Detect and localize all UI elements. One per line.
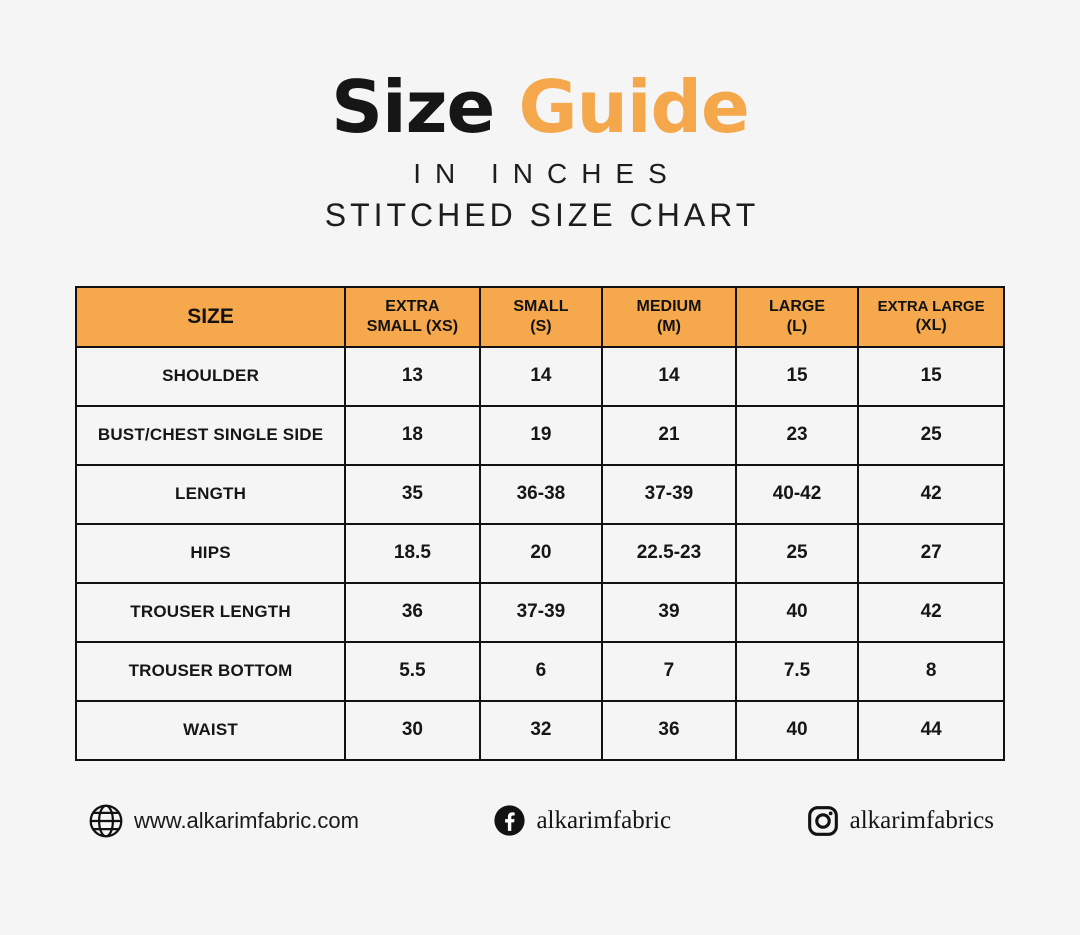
table-cell: 37-39	[601, 463, 737, 525]
table-cell: 22.5-23	[601, 522, 737, 584]
row-label: LENGTH	[74, 463, 347, 525]
instagram-icon	[806, 804, 840, 838]
table-cell: 42	[857, 463, 1005, 525]
footer-facebook: alkarimfabric	[493, 804, 671, 837]
row-label: BUST/CHEST SINGLE SIDE	[74, 404, 347, 466]
table-cell: 36	[344, 581, 481, 643]
table-cell: 42	[857, 581, 1005, 643]
row-label: WAIST	[74, 699, 347, 761]
table-cell: 15	[857, 345, 1005, 407]
table-cell: 13	[344, 345, 481, 407]
globe-icon	[88, 803, 124, 839]
table-row-trouser-bottom: TROUSER BOTTOM 5.5 6 7 7.5 8	[74, 640, 1005, 702]
table-row-shoulder: SHOULDER 13 14 14 15 15	[74, 345, 1005, 407]
table-cell: 6	[478, 640, 604, 702]
table-cell: 40	[734, 581, 860, 643]
table-cell: 30	[344, 699, 481, 761]
table-row-hips: HIPS 18.5 20 22.5-23 25 27	[74, 522, 1005, 584]
size-chart-table: SIZE EXTRA SMALL (XS) SMALL (S) MEDIUM (…	[74, 285, 1005, 761]
row-label: TROUSER BOTTOM	[74, 640, 347, 702]
table-row-trouser-length: TROUSER LENGTH 36 37-39 39 40 42	[74, 581, 1005, 643]
table-row-waist: WAIST 30 32 36 40 44	[74, 699, 1005, 761]
header-cell-large: LARGE (L)	[734, 285, 860, 348]
table-cell: 25	[857, 404, 1005, 466]
title-black-part: Size	[331, 65, 495, 149]
table-cell: 7	[601, 640, 737, 702]
title-orange-part: Guide	[518, 65, 749, 149]
table-cell: 40-42	[734, 463, 860, 525]
header-cell-medium: MEDIUM (M)	[601, 285, 737, 348]
table-cell: 39	[601, 581, 737, 643]
footer-instagram: alkarimfabrics	[806, 804, 994, 838]
table-row-length: LENGTH 35 36-38 37-39 40-42 42	[74, 463, 1005, 525]
row-label: SHOULDER	[74, 345, 347, 407]
subtitle-in-inches: IN INCHES	[413, 157, 681, 189]
table-cell: 25	[734, 522, 860, 584]
header-cell-size: SIZE	[74, 285, 347, 348]
page-title: Size Guide	[0, 69, 1080, 146]
table-header-row: SIZE EXTRA SMALL (XS) SMALL (S) MEDIUM (…	[74, 285, 1005, 348]
table-cell: 37-39	[478, 581, 604, 643]
subtitle-stitched-size-chart: STITCHED SIZE CHART	[324, 196, 760, 233]
table-cell: 15	[734, 345, 860, 407]
table-cell: 18.5	[344, 522, 481, 584]
table-cell: 21	[601, 404, 737, 466]
row-label: TROUSER LENGTH	[74, 581, 347, 643]
footer: www.alkarimfabric.com alkarimfabric alka…	[0, 803, 1080, 839]
facebook-icon	[493, 804, 526, 837]
table-cell: 35	[344, 463, 481, 525]
table-cell: 40	[734, 699, 860, 761]
table-cell: 5.5	[344, 640, 481, 702]
table-cell: 14	[601, 345, 737, 407]
table-row-bust-chest: BUST/CHEST SINGLE SIDE 18 19 21 23 25	[74, 404, 1005, 466]
header-cell-extra-large: EXTRA LARGE (XL)	[857, 285, 1005, 348]
row-label: HIPS	[74, 522, 347, 584]
instagram-handle: alkarimfabrics	[849, 806, 994, 834]
table-cell: 27	[857, 522, 1005, 584]
table-cell: 7.5	[734, 640, 860, 702]
footer-website: www.alkarimfabric.com	[88, 803, 359, 839]
table-cell: 18	[344, 404, 481, 466]
table-cell: 19	[478, 404, 604, 466]
website-url: www.alkarimfabric.com	[134, 807, 359, 833]
header-cell-small: SMALL (S)	[478, 285, 604, 348]
table-cell: 23	[734, 404, 860, 466]
table-cell: 20	[478, 522, 604, 584]
table-cell: 14	[478, 345, 604, 407]
facebook-handle: alkarimfabric	[536, 806, 672, 834]
table-cell: 36	[601, 699, 737, 761]
table-cell: 36-38	[478, 463, 604, 525]
page-header: Size Guide IN INCHES STITCHED SIZE CHART	[0, 0, 1080, 234]
table-cell: 8	[857, 640, 1005, 702]
header-cell-extra-small: EXTRA SMALL (XS)	[344, 285, 481, 348]
table-cell: 44	[857, 699, 1005, 761]
table-cell: 32	[478, 699, 604, 761]
